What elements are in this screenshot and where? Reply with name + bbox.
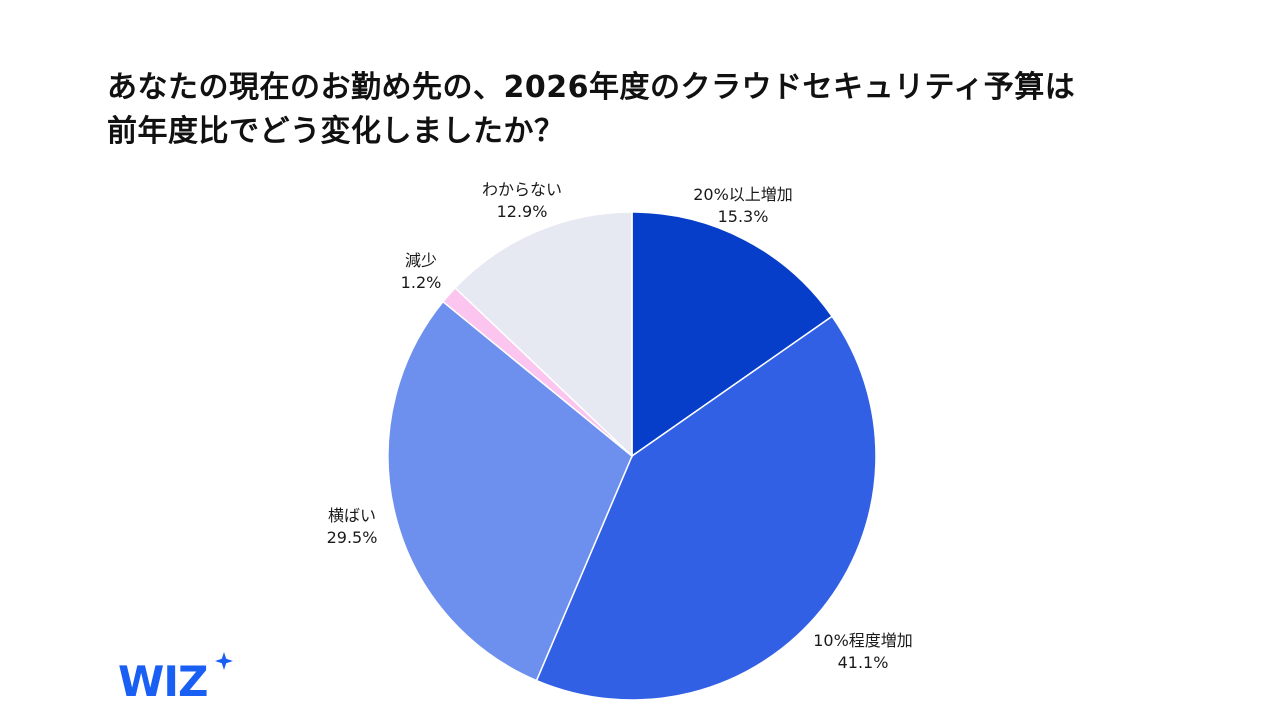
pie-slice-increase-10 — [535, 315, 877, 701]
slice-label-name: わからない — [481, 180, 563, 199]
slice-label-value: 1.2% — [400, 273, 442, 292]
slice-label-name: 横ばい — [327, 506, 377, 525]
pie-slice-unknown — [454, 211, 633, 458]
slice-label-value: 12.9% — [496, 202, 548, 221]
title-line-2: 前年度比でどう変化しましたか？ — [107, 114, 565, 149]
slice-label-value: 29.5% — [326, 528, 378, 547]
slice-label-increase-20-plus: 20%以上増加 15.3% — [693, 184, 793, 228]
slice-label-decrease: 減少 1.2% — [401, 250, 442, 294]
sparkle-icon — [215, 652, 233, 670]
title-line-1: あなたの現在のお勤め先の、2026年度のクラウドセキュリティ予算は — [107, 70, 1076, 105]
wiz-logo: WIZ — [118, 652, 233, 702]
pie-slice-increase-20-plus — [631, 211, 834, 458]
slice-label-name: 減少 — [404, 251, 437, 270]
slice-label-value: 41.1% — [837, 653, 889, 672]
slice-label-value: 15.3% — [717, 207, 769, 226]
slice-label-name: 10%程度増加 — [813, 631, 913, 650]
slice-label-name: 20%以上増加 — [693, 185, 793, 204]
pie-slice-flat — [387, 300, 633, 682]
chart-title: あなたの現在のお勤め先の、2026年度のクラウドセキュリティ予算は 前年度比でど… — [107, 66, 1227, 154]
slice-label-increase-10: 10%程度増加 41.1% — [813, 630, 913, 674]
slice-label-unknown: わからない 12.9% — [482, 179, 562, 223]
slice-label-flat: 横ばい 29.5% — [327, 505, 378, 549]
logo-text: WIZ — [118, 657, 207, 702]
